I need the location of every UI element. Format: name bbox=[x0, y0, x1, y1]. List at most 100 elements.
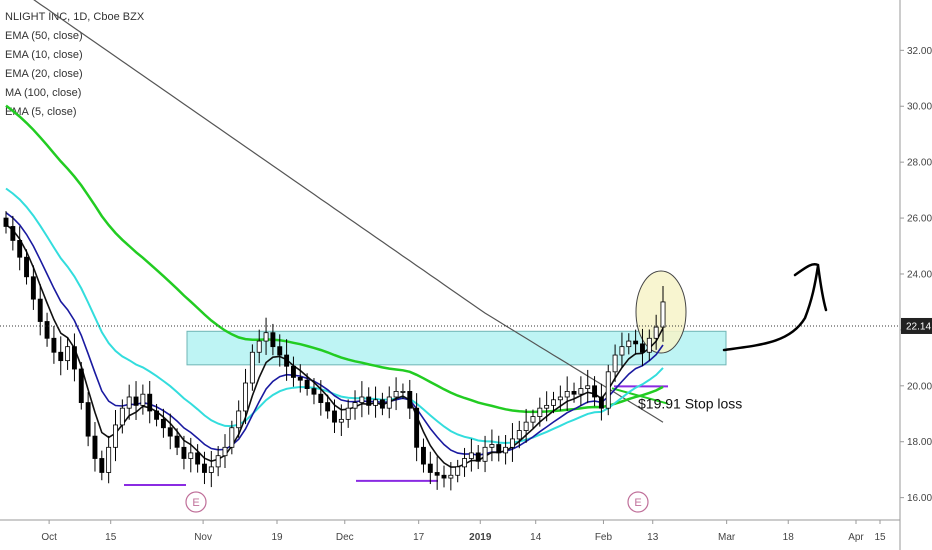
y-tick-label: 24.00 bbox=[907, 269, 932, 280]
ema50-line bbox=[5, 104, 664, 414]
candle-body-up bbox=[557, 396, 563, 401]
current-price-tag: 22.14 bbox=[901, 317, 932, 334]
x-tick-label: Apr bbox=[848, 532, 864, 543]
candle-body-down bbox=[44, 321, 50, 339]
candle bbox=[359, 381, 365, 418]
candle-body-down bbox=[304, 379, 310, 390]
legend-ema10[interactable]: EMA (10, close) bbox=[5, 49, 83, 61]
candle bbox=[523, 408, 529, 443]
candle-body-up bbox=[222, 446, 228, 457]
x-tick-label: Nov bbox=[194, 532, 212, 543]
legend-ema5[interactable]: EMA (5, close) bbox=[5, 106, 77, 118]
earnings-circle bbox=[627, 491, 649, 513]
candle-body-down bbox=[270, 332, 276, 348]
stop-loss-label: $19.91 Stop loss bbox=[638, 395, 742, 411]
candle bbox=[373, 386, 379, 418]
candle-body-down bbox=[99, 458, 105, 473]
legend-ema20[interactable]: EMA (20, close) bbox=[5, 68, 83, 80]
candle bbox=[578, 376, 584, 406]
candle-body-down bbox=[592, 385, 598, 398]
candle-body-up bbox=[455, 466, 461, 476]
ema20-line bbox=[5, 187, 664, 445]
candle-body-up bbox=[140, 393, 146, 406]
candle bbox=[646, 329, 652, 361]
candle-body-up bbox=[646, 337, 652, 353]
candle-body-down bbox=[311, 388, 317, 395]
y-tick-label: 32.00 bbox=[907, 46, 932, 57]
candle bbox=[496, 435, 502, 462]
candle bbox=[263, 317, 269, 355]
earnings-marker[interactable]: E bbox=[185, 491, 207, 513]
candle bbox=[92, 422, 98, 472]
candle-body-up bbox=[462, 458, 467, 468]
candle bbox=[154, 403, 160, 427]
candle-body-up bbox=[106, 446, 112, 473]
candle bbox=[222, 434, 228, 469]
candle-body-down bbox=[633, 340, 639, 345]
candle bbox=[140, 384, 146, 415]
candle-body-up bbox=[236, 410, 242, 429]
candle bbox=[243, 368, 248, 425]
y-tick-label: 16.00 bbox=[907, 493, 932, 504]
x-tick-label: 15 bbox=[874, 532, 886, 543]
y-axis[interactable]: 16.0018.0020.0022.0024.0026.0028.0030.00… bbox=[899, 0, 932, 550]
moving-averages bbox=[5, 0, 664, 468]
candle bbox=[270, 323, 276, 356]
candle bbox=[229, 420, 235, 455]
candle bbox=[181, 435, 187, 470]
legend-title[interactable]: NLIGHT INC, 1D, Cboe BZX bbox=[5, 11, 145, 23]
candle bbox=[332, 399, 337, 433]
candle bbox=[99, 450, 105, 481]
candle-body-down bbox=[37, 298, 43, 322]
x-tick-label: Dec bbox=[336, 532, 354, 543]
legend-ema50[interactable]: EMA (50, close) bbox=[5, 30, 83, 42]
candle-body-up bbox=[448, 474, 454, 479]
candle bbox=[65, 337, 71, 370]
x-axis[interactable]: Oct 15 Nov 19 Dec 17 2019 14 Feb 13 Mar 18 Apr 15 bbox=[0, 519, 900, 543]
candle-body-down bbox=[598, 396, 604, 409]
x-tick-label: Mar bbox=[718, 532, 736, 543]
earnings-marker[interactable]: E bbox=[627, 491, 649, 513]
candle bbox=[256, 329, 262, 364]
candle bbox=[318, 380, 324, 416]
candlesticks bbox=[3, 211, 666, 491]
candle bbox=[482, 435, 488, 473]
candle-body-down bbox=[85, 402, 91, 437]
candle-body-down bbox=[297, 377, 303, 381]
candle-body-down bbox=[10, 226, 16, 241]
x-tick-label: 2019 bbox=[469, 532, 492, 543]
candle-body-up bbox=[400, 390, 406, 393]
y-tick-label: 30.00 bbox=[907, 102, 932, 113]
candle bbox=[393, 377, 399, 411]
candle-body-up bbox=[263, 332, 269, 342]
candle bbox=[386, 386, 392, 419]
candle-body-down bbox=[147, 393, 153, 412]
candle-body-up bbox=[482, 446, 488, 462]
candle bbox=[640, 328, 645, 367]
candle bbox=[160, 408, 166, 438]
candle bbox=[633, 329, 639, 355]
candle bbox=[10, 215, 16, 251]
x-tick-label: 13 bbox=[647, 532, 659, 543]
candle bbox=[530, 409, 536, 430]
candle-body-down bbox=[379, 399, 385, 409]
candle-body-up bbox=[243, 382, 248, 412]
candle bbox=[434, 456, 440, 490]
candle-body-down bbox=[640, 343, 645, 353]
candle-body-down bbox=[318, 393, 324, 403]
legend-ma100[interactable]: MA (100, close) bbox=[5, 87, 82, 99]
candle-body-up bbox=[653, 326, 659, 339]
candle-body-down bbox=[202, 463, 207, 473]
candle-body-up bbox=[564, 390, 570, 398]
candle bbox=[660, 286, 666, 342]
x-tick-label: 19 bbox=[271, 532, 283, 543]
candle bbox=[284, 339, 290, 381]
candle bbox=[290, 356, 296, 387]
candle bbox=[119, 399, 125, 434]
candle bbox=[379, 392, 385, 416]
candle-body-up bbox=[119, 407, 125, 426]
candle bbox=[126, 384, 132, 420]
candle bbox=[503, 434, 509, 465]
candle bbox=[3, 211, 9, 234]
